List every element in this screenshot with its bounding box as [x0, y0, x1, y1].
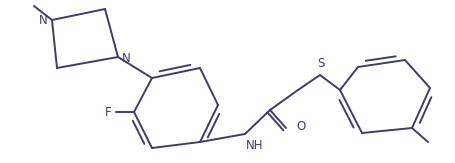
Text: F: F	[106, 105, 112, 119]
Text: N: N	[122, 52, 131, 65]
Text: N: N	[39, 15, 48, 28]
Text: NH: NH	[246, 139, 263, 152]
Text: S: S	[317, 57, 325, 70]
Text: O: O	[296, 119, 305, 133]
